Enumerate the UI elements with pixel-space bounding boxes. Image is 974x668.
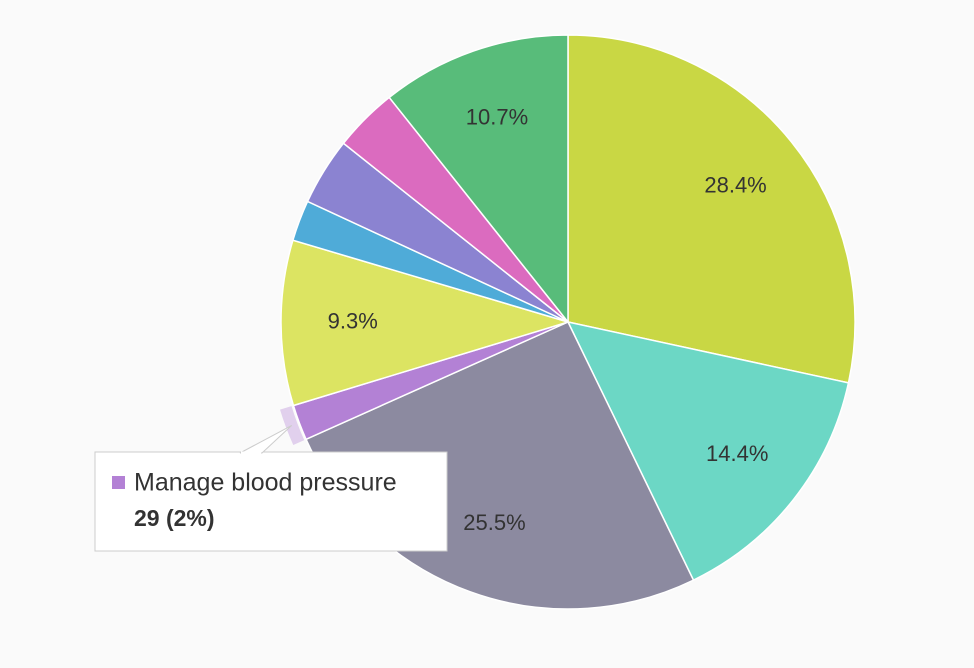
pie-slice: [280, 239, 571, 407]
slice-label: 9.3%: [328, 308, 378, 333]
slice-highlight: [280, 406, 305, 446]
tooltip-name: Manage blood pressure: [134, 469, 397, 497]
slice-label: 10.7%: [466, 105, 528, 130]
tooltip-box: [94, 451, 448, 552]
slice-label: 14.4%: [706, 441, 768, 466]
tooltip: Manage blood pressure 29 (2%): [94, 424, 448, 552]
pie-slice: [566, 320, 850, 582]
pie-slice: [567, 34, 856, 384]
slice-label: 28.4%: [704, 173, 766, 198]
slice-label: 25.5%: [463, 510, 525, 535]
tooltip-value: 29 (2%): [134, 505, 215, 531]
pie-slice: [388, 34, 569, 325]
tooltip-pointer: [239, 424, 293, 454]
tooltip-swatch: [112, 476, 125, 489]
